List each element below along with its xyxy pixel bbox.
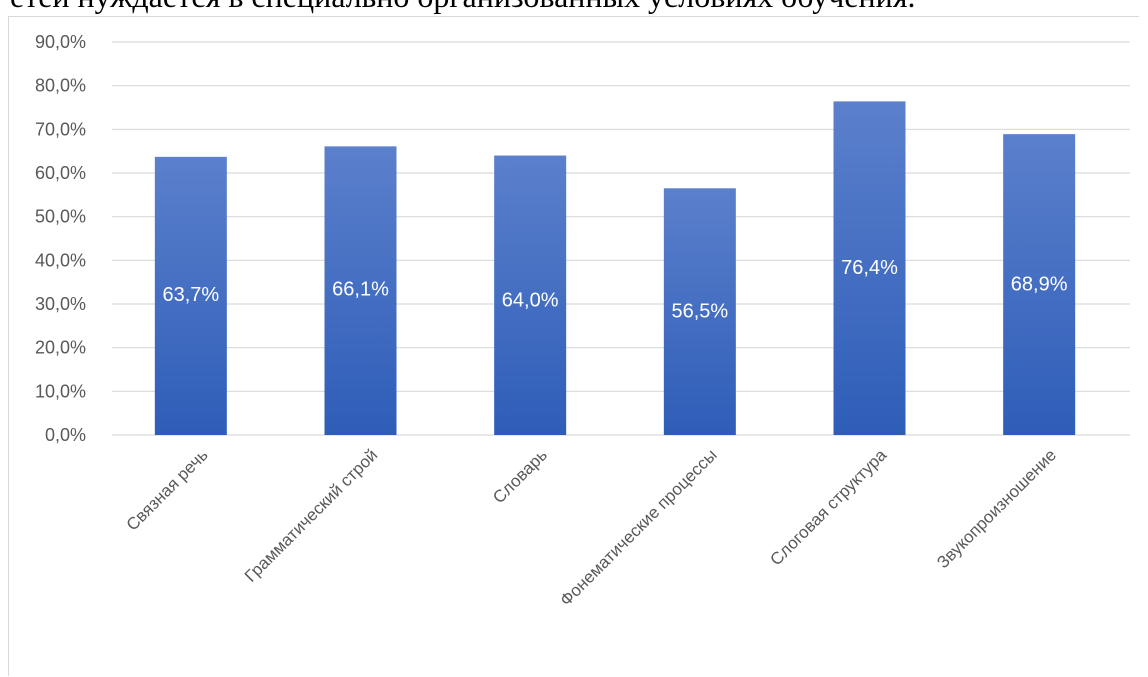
data-label: 68,9% [1011, 274, 1068, 296]
y-tick-label: 40,0% [35, 250, 86, 270]
category-label: Связная речь [123, 445, 212, 534]
y-tick-label: 0,0% [45, 425, 86, 445]
gridlines [112, 41, 1130, 436]
bar [1003, 134, 1076, 436]
bar [833, 101, 906, 436]
bar [324, 146, 397, 435]
document-text: етей нуждается в специально организованн… [10, 0, 1140, 16]
y-tick-label: 20,0% [35, 338, 86, 358]
data-label: 64,0% [502, 289, 559, 311]
bar [663, 188, 736, 435]
data-label: 56,5% [671, 301, 728, 323]
y-tick-label: 30,0% [35, 294, 86, 314]
y-tick-label: 10,0% [35, 381, 86, 401]
category-label: Грамматический строй [241, 445, 381, 585]
y-tick-label: 90,0% [35, 32, 86, 52]
y-axis-ticks: 0,0% 10,0% 20,0% 30,0% 40,0% 50,0% 60,0% 70,0% 8… [35, 32, 86, 445]
data-label: 63,7% [162, 284, 219, 306]
data-labels: 63,7% 66,1% 64,0% 56,5% 76,4% 68,9% [162, 257, 1067, 322]
data-label: 66,1% [332, 279, 389, 301]
category-labels: Связная речь Грамматический строй Словарь Ф… [123, 445, 1060, 610]
y-tick-label: 70,0% [35, 119, 86, 139]
bars [154, 101, 1076, 436]
category-label: Словарь [489, 445, 551, 507]
y-tick-label: 50,0% [35, 207, 86, 227]
y-tick-label: 80,0% [35, 76, 86, 96]
y-tick-label: 60,0% [35, 163, 86, 183]
category-label: Слоговая структура [766, 445, 890, 569]
bar [154, 156, 227, 436]
chart-frame [8, 16, 1139, 676]
category-label: Звукопроизношение [933, 445, 1060, 572]
data-label: 76,4% [841, 257, 898, 279]
bar [494, 155, 567, 436]
category-label: Фонематические процессы [556, 445, 720, 609]
